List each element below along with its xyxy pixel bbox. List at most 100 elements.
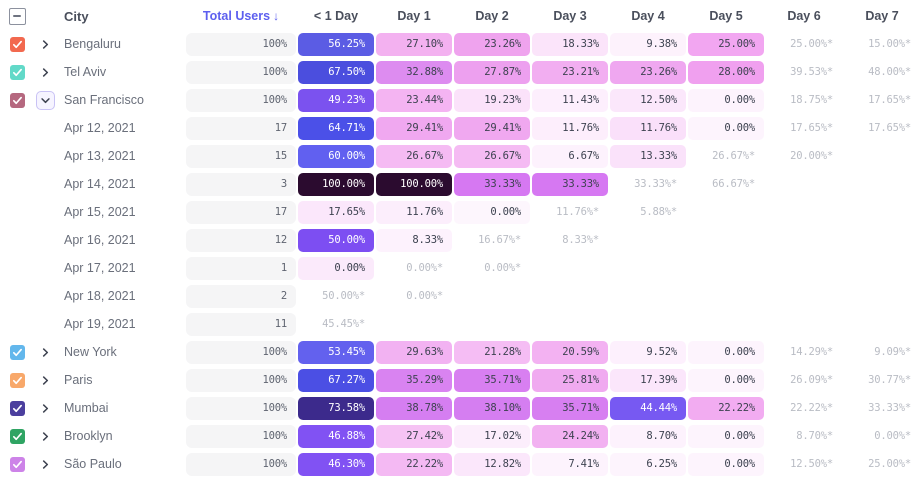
cell-retention-day-2: 27.87% — [454, 60, 530, 84]
row-expand-cell — [34, 427, 56, 446]
row-expand-cell — [34, 90, 56, 110]
column-header-city[interactable]: City — [64, 8, 89, 24]
cell-retention-day-7: 15.00%* — [868, 38, 911, 50]
column-header-metric-6[interactable]: Day 6 — [787, 9, 821, 23]
row-checkbox[interactable] — [9, 344, 25, 360]
cell-retention-day-5: 28.00% — [688, 60, 764, 84]
row-select-cell — [0, 344, 34, 360]
row-checkbox[interactable] — [9, 92, 25, 108]
column-header-metric-3[interactable]: Day 3 — [553, 9, 587, 23]
column-header-metric-5[interactable]: Day 5 — [709, 9, 743, 23]
row-checkbox[interactable] — [9, 372, 25, 388]
row-checkbox[interactable] — [9, 456, 25, 472]
column-header-metric-7[interactable]: Day 7 — [865, 9, 899, 23]
table-row[interactable]: Apr 12, 2021 17 64.71% 29.41% 29.41% 11.76% 11… — [0, 114, 920, 142]
table-row[interactable]: Brooklyn 100% 46.88% 27.42% 17.02% 24.24% 8.70… — [0, 422, 920, 450]
table-row[interactable]: Tel Aviv 100% 67.50% 32.88% 27.87% 23.21% 23.2… — [0, 58, 920, 86]
cell-total-users: 100% — [186, 340, 296, 364]
table-row[interactable]: San Francisco 100% 49.23% 23.44% 19.23% 11.43… — [0, 86, 920, 114]
expand-row-button[interactable] — [36, 371, 55, 390]
cell-retention-day-0: 100.00% — [298, 172, 374, 196]
cell-retention-day-3: 24.24% — [532, 424, 608, 448]
cell-retention-day-6 — [766, 173, 842, 196]
table-row[interactable]: Apr 17, 2021 1 0.00% 0.00%* 0.00%* — [0, 254, 920, 282]
check-icon — [12, 460, 22, 468]
chevron-right-icon — [42, 431, 48, 441]
row-date-label: Apr 19, 2021 — [64, 317, 136, 331]
cell-retention-day-5: 0.00% — [688, 116, 764, 140]
row-checkbox[interactable] — [9, 64, 25, 80]
column-header-metric-2[interactable]: Day 2 — [475, 9, 509, 23]
cell-retention-day-7: 0.00%* — [874, 430, 911, 442]
row-select-cell — [0, 64, 34, 80]
expand-row-button[interactable] — [36, 343, 55, 362]
chevron-right-icon — [42, 67, 48, 77]
cell-retention-day-0: 17.65% — [298, 200, 374, 224]
cell-total-users: 17 — [186, 116, 296, 140]
cell-total-users: 100% — [186, 88, 296, 112]
table-row[interactable]: São Paulo 100% 46.30% 22.22% 12.82% 7.41% 6.25… — [0, 450, 920, 478]
table-row[interactable]: Paris 100% 67.27% 35.29% 35.71% 25.81% 17.39% 0… — [0, 366, 920, 394]
cell-retention-day-6: 8.70%* — [796, 430, 833, 442]
cell-retention-day-2: 0.00%* — [484, 262, 521, 274]
table-row[interactable]: Apr 15, 2021 17 17.65% 11.76% 0.00% 11.76%* 5.… — [0, 198, 920, 226]
column-header-metric-1[interactable]: Day 1 — [397, 9, 431, 23]
cell-retention-day-4: 33.33%* — [634, 178, 677, 190]
row-checkbox[interactable] — [9, 400, 25, 416]
table-row[interactable]: Apr 19, 2021 11 45.45%* — [0, 310, 920, 338]
cell-retention-day-7 — [844, 173, 920, 196]
table-row[interactable]: Bengaluru 100% 56.25% 27.10% 23.26% 18.33% 9.3… — [0, 30, 920, 58]
chevron-right-icon — [42, 375, 48, 385]
cell-retention-day-1: 0.00%* — [406, 290, 443, 302]
row-date-label: Apr 18, 2021 — [64, 289, 136, 303]
row-date-label: Apr 14, 2021 — [64, 177, 136, 191]
cell-retention-day-6 — [766, 229, 842, 252]
expand-row-button[interactable] — [36, 427, 55, 446]
cell-retention-day-6: 12.50%* — [790, 458, 833, 470]
column-header-metric-4[interactable]: Day 4 — [631, 9, 665, 23]
cell-retention-day-3: 35.71% — [532, 396, 608, 420]
cell-retention-day-3: 11.76% — [532, 116, 608, 140]
cell-retention-day-6: 39.53%* — [790, 66, 833, 78]
table-row[interactable]: Apr 13, 2021 15 60.00% 26.67% 26.67% 6.67% 13.… — [0, 142, 920, 170]
sort-descending-icon: ↓ — [273, 9, 280, 23]
cell-retention-day-0: 50.00% — [298, 228, 374, 252]
expand-row-button[interactable] — [36, 455, 55, 474]
expand-row-button[interactable] — [36, 35, 55, 54]
cell-retention-day-2: 29.41% — [454, 116, 530, 140]
cell-total-users: 3 — [186, 172, 296, 196]
column-header-metric-0[interactable]: < 1 Day — [313, 9, 359, 23]
row-date-label: Apr 15, 2021 — [64, 205, 136, 219]
table-row[interactable]: Apr 18, 2021 2 50.00%* 0.00%* — [0, 282, 920, 310]
table-row[interactable]: Apr 16, 2021 12 50.00% 8.33% 16.67%* 8.33%* — [0, 226, 920, 254]
cell-retention-day-6 — [766, 201, 842, 224]
table-row[interactable]: Mumbai 100% 73.58% 38.78% 38.10% 35.71% 44.44%… — [0, 394, 920, 422]
select-all-checkbox[interactable] — [8, 7, 26, 25]
table-row[interactable]: New York 100% 53.45% 29.63% 21.28% 20.59% 9.52… — [0, 338, 920, 366]
cell-retention-day-4: 12.50% — [610, 88, 686, 112]
expand-row-button[interactable] — [36, 63, 55, 82]
row-expand-cell — [34, 343, 56, 362]
cell-retention-day-4: 9.38% — [610, 32, 686, 56]
row-checkbox[interactable] — [9, 428, 25, 444]
column-header-total-users-label: Total Users — [202, 9, 271, 23]
expand-row-button[interactable] — [36, 399, 55, 418]
cell-retention-day-2: 26.67% — [454, 144, 530, 168]
row-checkbox[interactable] — [9, 36, 25, 52]
cell-retention-day-1: 22.22% — [376, 452, 452, 476]
table-row[interactable]: Apr 14, 2021 3 100.00% 100.00% 33.33% 33.33% 3… — [0, 170, 920, 198]
check-icon — [12, 348, 22, 356]
cell-retention-day-5: 0.00% — [688, 424, 764, 448]
cell-retention-day-4: 8.70% — [610, 424, 686, 448]
cell-retention-day-6: 25.00%* — [790, 38, 833, 50]
cell-retention-day-6: 20.00%* — [790, 150, 833, 162]
cell-retention-day-6 — [766, 257, 842, 280]
cell-total-users: 12 — [186, 228, 296, 252]
cell-retention-day-2: 33.33% — [454, 172, 530, 196]
cell-retention-day-4: 5.88%* — [640, 206, 677, 218]
collapse-row-button[interactable] — [35, 90, 55, 110]
chevron-right-icon — [42, 403, 48, 413]
cell-retention-day-1: 0.00%* — [406, 262, 443, 274]
cell-retention-day-2: 21.28% — [454, 340, 530, 364]
column-header-total-users[interactable]: Total Users ↓ — [186, 9, 296, 23]
